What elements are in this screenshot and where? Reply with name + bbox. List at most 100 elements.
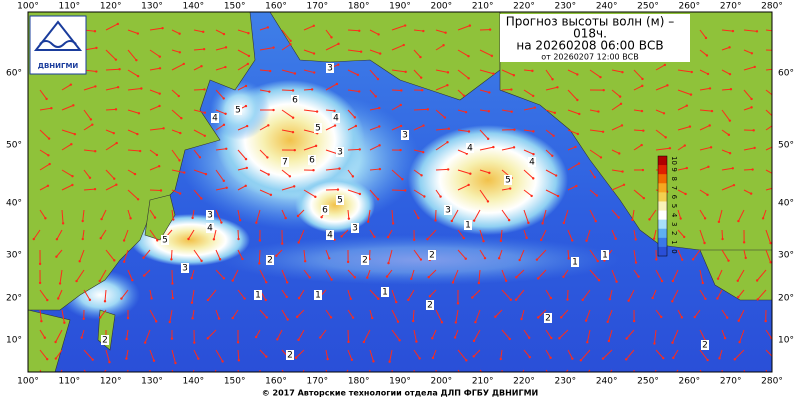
- wind-arrow-head: [398, 339, 401, 342]
- wind-arrow-head: [637, 275, 640, 278]
- wind-arrow-head: [618, 95, 622, 98]
- wind-arrow: [149, 149, 158, 156]
- wind-arrow: [83, 85, 96, 91]
- wind-arrow-head: [728, 152, 732, 155]
- wind-arrow: [537, 269, 547, 279]
- wind-arrow-head: [244, 184, 247, 188]
- wind-arrow: [33, 229, 41, 240]
- wind-arrow-head: [595, 194, 599, 197]
- wind-arrow: [276, 249, 283, 257]
- wind-arrow-head: [497, 257, 501, 260]
- wind-arrow-head: [562, 221, 566, 225]
- wind-arrow: [457, 149, 467, 155]
- wind-arrow-head: [532, 94, 535, 98]
- wind-arrow: [677, 145, 686, 151]
- wind-arrow-head: [203, 134, 206, 137]
- wind-arrow: [171, 209, 174, 220]
- wave-field: [295, 177, 375, 233]
- wind-arrow: [765, 29, 772, 32]
- wind-arrow: [149, 289, 153, 299]
- logo-text: ДВНИГМИ: [38, 62, 79, 70]
- wind-arrow: [215, 209, 222, 223]
- wind-arrow-head: [574, 145, 577, 149]
- wind-arrow-head: [353, 276, 357, 279]
- wind-arrow: [587, 369, 591, 372]
- wind-arrow-head: [444, 31, 447, 34]
- wind-arrow: [297, 209, 305, 217]
- contour-label: 3: [402, 131, 408, 141]
- wind-arrow: [171, 109, 182, 119]
- wind-arrow-head: [627, 299, 630, 302]
- contour-label: 2: [427, 301, 433, 311]
- wind-arrow-head: [275, 254, 278, 257]
- wind-arrow-head: [46, 298, 49, 302]
- contour-label-bg: [464, 220, 472, 230]
- wind-arrow: [369, 29, 379, 35]
- wind-arrow: [82, 229, 85, 240]
- wind-arrow-head: [404, 70, 407, 74]
- wind-arrow-head: [554, 174, 558, 177]
- wind-arrow-head: [774, 96, 776, 98]
- wind-arrow: [567, 146, 576, 151]
- wind-arrow: [188, 229, 195, 240]
- contour-label: 4: [529, 158, 535, 168]
- wind-arrow-head: [671, 377, 673, 379]
- wind-arrow-head: [103, 300, 107, 303]
- wind-arrow-head: [582, 377, 584, 379]
- longitude-label: 220°: [513, 2, 535, 12]
- wind-arrow: [171, 63, 185, 71]
- longitude-label: 280°: [761, 377, 783, 387]
- wind-arrow: [479, 69, 494, 75]
- wind-arrow: [633, 69, 643, 80]
- wind-arrow-head: [356, 73, 360, 77]
- wind-arrow: [431, 329, 437, 339]
- wind-arrow: [325, 125, 336, 131]
- wind-arrow-head: [450, 219, 454, 223]
- wind-arrow-head: [80, 336, 83, 339]
- wind-arrow-head: [728, 46, 731, 49]
- wind-arrow: [611, 169, 623, 173]
- wind-arrow-head: [606, 320, 609, 324]
- wind-arrow-head: [259, 379, 261, 381]
- wind-arrow-head: [571, 357, 574, 360]
- wind-arrow: [611, 149, 620, 154]
- wind-arrow: [303, 88, 313, 91]
- wind-arrow: [699, 349, 709, 361]
- wind-arrow: [259, 89, 270, 93]
- wind-arrow-head: [451, 281, 455, 284]
- wind-arrow-head: [509, 298, 513, 301]
- wind-arrow: [413, 108, 428, 111]
- wind-arrow: [215, 148, 227, 151]
- wind-arrow: [319, 329, 327, 338]
- wind-arrow-head: [774, 123, 776, 125]
- colorbar-label: 4: [670, 213, 678, 218]
- contour-label: 3: [327, 64, 333, 74]
- wind-arrow: [259, 69, 271, 72]
- contour-label-bg: [281, 157, 289, 167]
- wind-arrow-head: [155, 153, 159, 157]
- wind-arrow-head: [241, 257, 244, 261]
- wind-arrow: [523, 69, 533, 72]
- wind-arrow: [545, 109, 555, 114]
- wind-arrow: [699, 209, 706, 219]
- wind-arrow-head: [488, 91, 491, 94]
- wind-arrow: [757, 289, 767, 300]
- wind-arrow: [611, 229, 617, 239]
- wind-arrow: [103, 369, 107, 372]
- contour-label-bg: [336, 195, 344, 205]
- wind-arrow: [193, 88, 205, 91]
- wind-arrow: [677, 69, 692, 73]
- wind-arrow-head: [684, 192, 687, 196]
- wind-arrow-head: [376, 198, 380, 201]
- wind-arrow: [734, 349, 745, 360]
- contour-label-bg: [234, 105, 242, 115]
- wind-arrow-head: [775, 144, 777, 146]
- wind-arrow: [259, 189, 272, 196]
- wind-arrow-head: [403, 24, 407, 27]
- wind-arrow: [281, 169, 291, 177]
- wind-arrow-head: [422, 29, 425, 33]
- wind-arrow-head: [291, 89, 295, 92]
- title-background: [500, 14, 690, 62]
- wind-arrow: [718, 209, 723, 222]
- wind-arrow-head: [312, 24, 315, 27]
